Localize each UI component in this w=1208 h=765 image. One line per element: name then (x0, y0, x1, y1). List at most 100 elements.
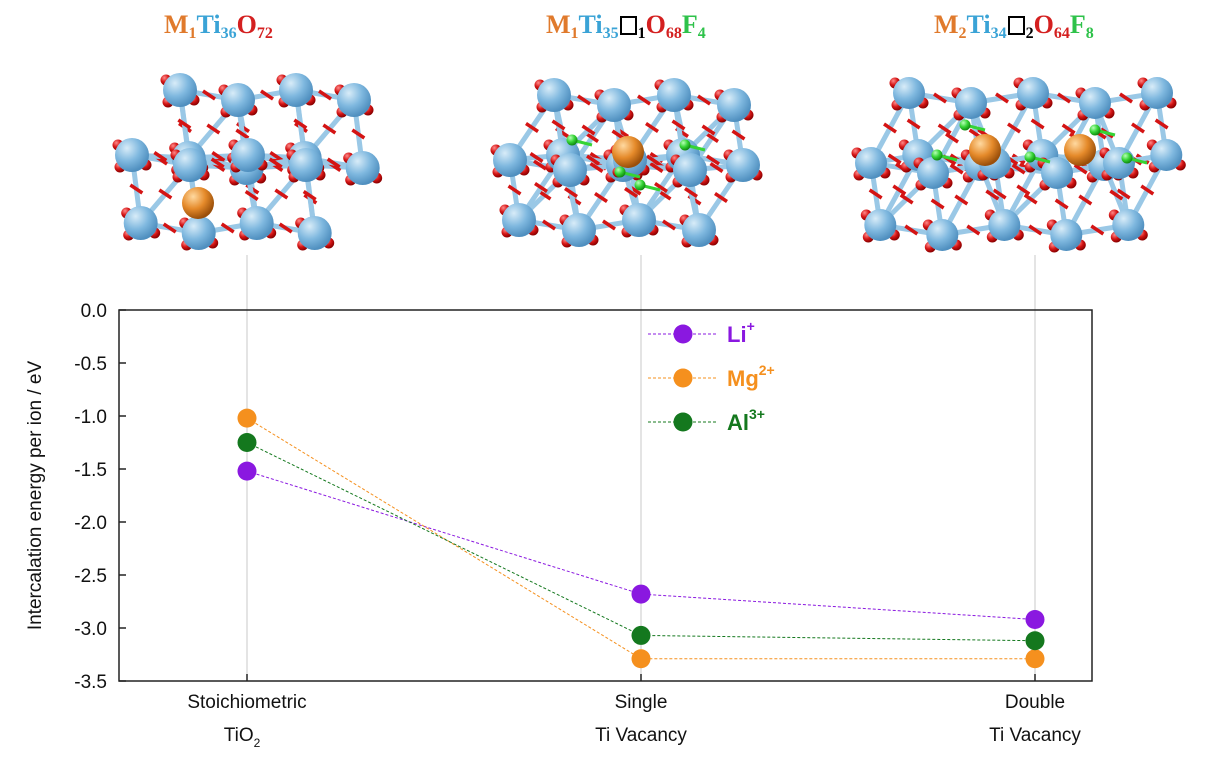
intercalated-ion-atom (182, 187, 214, 219)
titanium-atom (279, 73, 313, 107)
formula-subscript: 1 (637, 25, 646, 42)
o-bond (158, 188, 173, 200)
o-bond (1011, 163, 1026, 175)
titanium-atom (955, 87, 987, 119)
titanium-atom (553, 153, 587, 187)
titanium-atom (682, 213, 716, 247)
x-category-label-line2: Ti Vacancy (595, 725, 687, 746)
data-point-al (1025, 631, 1045, 651)
o-bond (589, 162, 604, 173)
o-bond (892, 184, 907, 196)
fluorine-atom (1089, 124, 1101, 136)
fluorine-atom (1121, 152, 1133, 164)
data-point-li (631, 584, 651, 604)
y-tick-label: -1.5 (74, 460, 107, 481)
o-bond (933, 92, 947, 104)
o-bond (206, 123, 221, 135)
titanium-atom (221, 83, 255, 117)
formula-element: F (681, 10, 698, 39)
fluorine-atom (931, 149, 943, 161)
titanium-atom (1017, 77, 1049, 109)
data-point-li (237, 461, 257, 481)
formula-subscript: 36 (220, 25, 237, 42)
formula-element: M (546, 10, 571, 39)
o-bond (937, 123, 952, 135)
x-category-label: Single (615, 692, 668, 713)
o-bond (235, 128, 250, 140)
o-bond (1054, 198, 1069, 210)
titanium-atom (726, 148, 760, 182)
titanium-atom (123, 206, 158, 240)
o-bond (1073, 163, 1088, 175)
x-category-label: Double (1005, 692, 1065, 713)
o-bond (351, 128, 366, 140)
o-bond (954, 194, 969, 206)
x-category-label-line2: TiO2 (224, 725, 261, 750)
legend-marker (673, 412, 693, 432)
x-category-label-line2: Ti Vacancy (989, 725, 1081, 746)
formula-subscript: 34 (990, 25, 1007, 42)
o-bond (533, 159, 547, 171)
fluorine-atom (614, 166, 626, 178)
formula-single-vacancy: M1Ti35□1O68F4 (546, 8, 706, 42)
o-bond (1109, 189, 1124, 201)
legend-marker (673, 324, 693, 344)
fluorine-atom (634, 179, 646, 191)
o-bond (645, 122, 659, 133)
titanium-atom (1150, 139, 1183, 171)
o-bond (949, 163, 964, 175)
intercalated-ion-atom (612, 136, 644, 168)
titanium-atom (537, 78, 571, 112)
o-bond (646, 154, 660, 166)
titanium-atom (1112, 209, 1145, 241)
titanium-atom (345, 151, 380, 185)
formula-subscript: 2 (1025, 25, 1034, 42)
y-tick-label: -2.0 (74, 513, 107, 534)
o-bond (1061, 123, 1076, 135)
formula-element: Ti (966, 10, 991, 39)
formula-element: O (236, 10, 257, 39)
intercalated-ion-atom (1064, 134, 1096, 166)
titanium-atom (239, 206, 274, 240)
y-tick-label: -0.5 (74, 354, 107, 375)
o-bond (293, 118, 308, 130)
structure-double-vacancy (851, 77, 1186, 253)
o-bond (534, 182, 548, 193)
o-bond (883, 122, 897, 134)
formula-element: F (1069, 10, 1086, 39)
formula-double-vacancy: M2Ti34□2O64F8 (934, 8, 1094, 42)
formula-stoichiometric: M1Ti36O72 (164, 8, 273, 42)
y-tick-label: -3.0 (74, 619, 107, 640)
data-point-mg (631, 649, 651, 669)
o-bond (318, 89, 332, 101)
formula-element: O (1033, 10, 1054, 39)
o-bond (577, 94, 591, 106)
fluorine-atom (679, 139, 691, 151)
o-bond (581, 124, 596, 136)
formula-subscript: 1 (570, 25, 579, 42)
o-bond (701, 124, 716, 136)
o-bond (624, 187, 638, 198)
formula-subscript: 4 (697, 25, 706, 42)
titanium-atom (231, 138, 265, 172)
o-bond (887, 153, 902, 165)
o-bond (542, 219, 556, 231)
o-bond (129, 183, 144, 195)
titanium-atom (864, 209, 897, 241)
o-bond (153, 151, 168, 162)
plot-frame (118, 309, 1093, 682)
o-bond (1023, 193, 1038, 205)
o-bond (1057, 92, 1071, 104)
o-bond (177, 118, 192, 130)
o-bond (507, 184, 522, 196)
o-bond (1116, 188, 1131, 200)
formula-subscript: 8 (1085, 25, 1094, 42)
formula-subscript: 72 (256, 25, 273, 42)
formula-element: O (645, 10, 666, 39)
titanium-atom (337, 83, 371, 117)
titanium-atom (673, 153, 707, 187)
o-bond (1078, 194, 1093, 206)
titanium-atom (1079, 87, 1111, 119)
o-bond (1007, 122, 1021, 134)
